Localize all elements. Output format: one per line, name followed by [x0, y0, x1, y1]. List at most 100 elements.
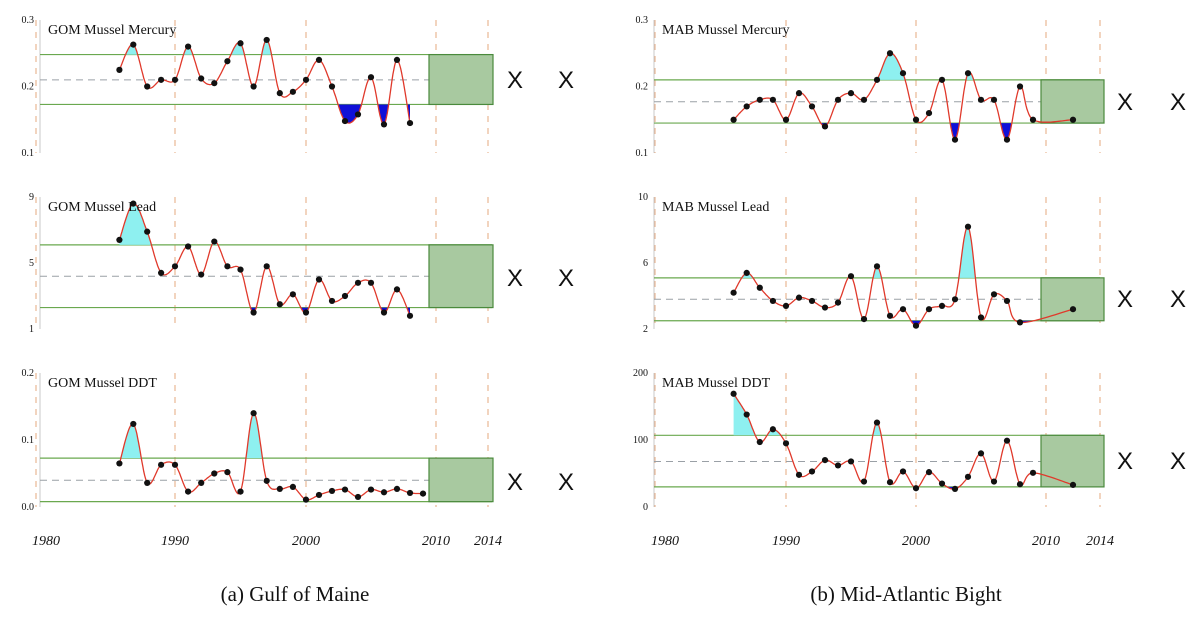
above-threshold-fill [119, 203, 151, 245]
data-point [315, 56, 323, 64]
forecast-box [428, 244, 494, 309]
data-point [276, 301, 283, 308]
data-point [328, 487, 336, 495]
data-point [1029, 469, 1037, 476]
data-point [964, 473, 972, 480]
data-point [769, 297, 777, 305]
data-point [886, 312, 894, 319]
data-point [834, 462, 842, 469]
y-tick-label: 200 [633, 368, 648, 379]
above-threshold-fill [246, 413, 262, 459]
data-point [990, 478, 998, 485]
y-tick-label: 6 [643, 258, 648, 269]
y-tick-label: 10 [638, 192, 648, 203]
data-point [808, 297, 816, 305]
data-point [393, 286, 401, 293]
data-point [938, 76, 946, 83]
data-point [821, 304, 829, 311]
data-point [116, 66, 123, 73]
above-threshold-fill [959, 226, 976, 278]
caption-gulf-of-maine: (a) Gulf of Maine [221, 582, 370, 606]
data-point [808, 468, 816, 475]
caption-mid-atlantic-bight: (b) Mid-Atlantic Bight [810, 582, 1001, 606]
x-tick-label: 1980 [32, 534, 60, 549]
unavailable-marker: X [507, 265, 523, 292]
data-point [224, 58, 231, 65]
x-tick-label: 2000 [902, 534, 930, 549]
data-point [912, 485, 920, 492]
data-point [237, 266, 244, 273]
unavailable-marker: X [558, 67, 574, 94]
data-point [938, 302, 946, 309]
x-tick-label: 2014 [1086, 534, 1114, 549]
y-tick-label: 9 [29, 192, 34, 203]
data-point [171, 461, 179, 468]
data-point [925, 469, 933, 476]
unavailable-marker: X [1170, 286, 1186, 313]
data-point [144, 228, 151, 235]
panel-title: GOM Mussel DDT [48, 376, 157, 391]
data-point [185, 43, 192, 50]
x-tick-label: 2010 [1032, 534, 1060, 549]
data-point [977, 450, 985, 457]
data-point [769, 96, 777, 103]
data-point [224, 263, 231, 270]
data-point [951, 296, 959, 303]
data-point [406, 119, 414, 127]
above-threshold-fill [877, 53, 905, 80]
data-point [1003, 297, 1011, 305]
data-point [315, 276, 323, 283]
data-point [847, 458, 855, 465]
data-point [263, 36, 270, 44]
data-point [860, 96, 868, 103]
panel-title: MAB Mussel Mercury [662, 23, 790, 38]
panel-title: MAB Mussel Lead [662, 200, 769, 215]
data-point [769, 426, 777, 433]
data-point [873, 76, 881, 83]
data-point [158, 76, 165, 83]
x-tick-label: 2000 [292, 534, 320, 549]
panel-title: GOM Mussel Lead [48, 200, 156, 215]
data-point [964, 70, 972, 77]
above-threshold-fill [872, 422, 882, 436]
unavailable-marker: X [507, 469, 523, 496]
data-point [730, 116, 737, 123]
data-point [211, 470, 218, 477]
data-point [756, 96, 763, 103]
y-tick-label: 5 [29, 258, 34, 269]
data-point [367, 74, 375, 81]
data-point [116, 236, 123, 243]
y-tick-label: 0.2 [22, 368, 35, 379]
data-point [730, 390, 737, 397]
data-point [834, 96, 842, 103]
chart-panel-0: 0.1 0.2 0.3 GOM Mussel Mercury X X [22, 15, 575, 159]
data-point [938, 480, 946, 487]
data-point [315, 491, 323, 499]
chart-panel-5: 0 100 200 MAB Mussel DDT X X [633, 368, 1186, 513]
data-point [964, 223, 972, 230]
x-tick-label: 2010 [422, 534, 450, 549]
data-point [144, 479, 151, 486]
data-point [406, 489, 414, 497]
unavailable-marker: X [1170, 89, 1186, 116]
data-point [211, 238, 218, 245]
data-point [886, 479, 894, 486]
data-point [899, 468, 907, 475]
data-point [130, 41, 137, 48]
data-point [912, 322, 920, 329]
series-line [118, 412, 423, 501]
data-point [899, 306, 907, 313]
unavailable-marker: X [558, 265, 574, 292]
x-tick-label: 1990 [161, 534, 189, 549]
y-tick-label: 0.1 [22, 148, 35, 159]
forecast-box [428, 457, 494, 503]
data-point [1069, 481, 1077, 488]
data-point [116, 460, 123, 467]
forecast-box [428, 53, 494, 106]
chart-panel-4: 2 6 10 MAB Mussel Lead X X [638, 192, 1186, 335]
data-point [263, 263, 270, 270]
data-point [130, 200, 137, 207]
data-point [302, 496, 310, 503]
data-point [834, 299, 842, 306]
